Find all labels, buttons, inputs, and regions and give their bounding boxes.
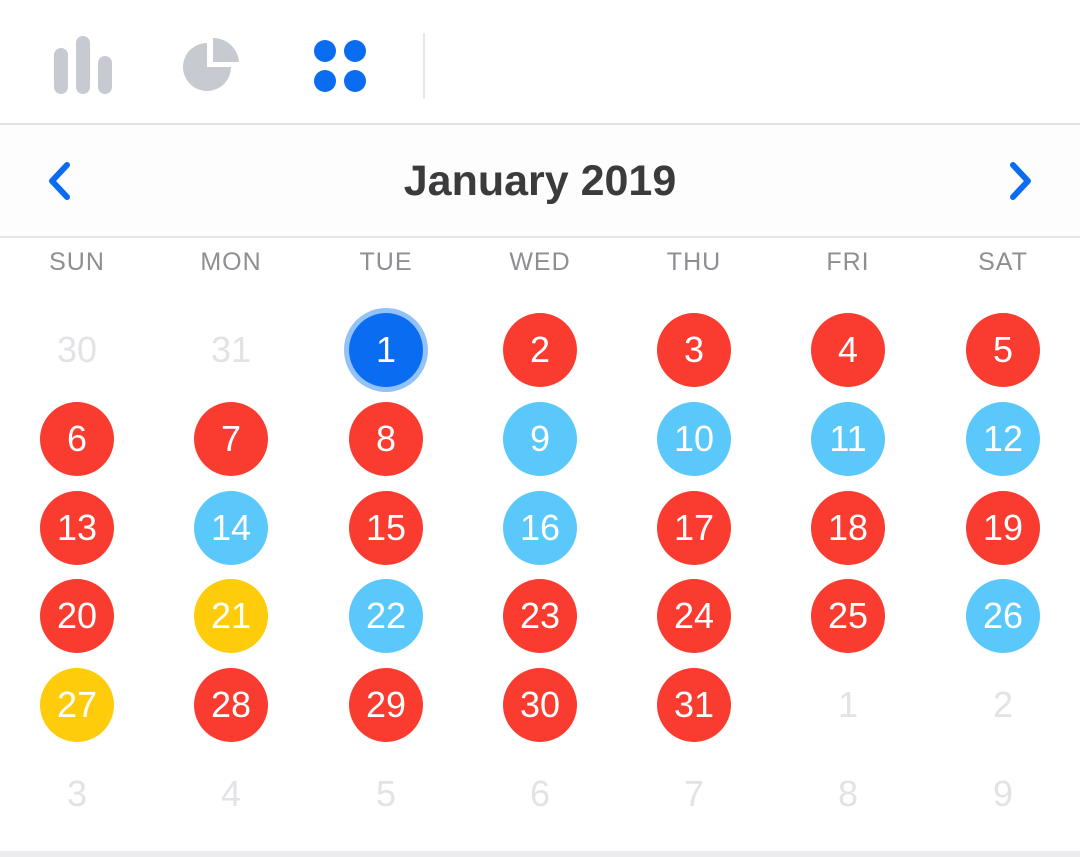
calendar-day[interactable]: 5 [375,773,397,814]
calendar-day[interactable]: 4 [811,313,885,387]
calendar-day[interactable]: 29 [349,668,423,742]
toolbar-separator [0,123,1080,125]
chevron-left-icon [49,162,70,200]
calendar-day[interactable]: 31 [657,668,731,742]
bar-chart-icon [54,36,112,94]
previous-month-button[interactable] [40,159,80,203]
view-toolbar [0,0,1080,123]
weekday-label: MON [200,248,262,276]
calendar-day[interactable]: 2 [992,684,1014,725]
month-header: January 2019 [0,125,1080,236]
weekday-label: THU [666,248,722,276]
calendar-day[interactable]: 7 [194,402,268,476]
bar-chart-view-button[interactable] [50,34,116,96]
calendar-day[interactable]: 21 [194,579,268,653]
calendar-day[interactable]: 19 [966,491,1040,565]
calendar-day[interactable]: 11 [811,402,885,476]
calendar-day[interactable]: 14 [194,491,268,565]
calendar-day[interactable]: 31 [210,329,252,370]
next-month-button[interactable] [1000,159,1040,203]
weekday-row: SUN MON TUE WED THU FRI SAT [0,244,1080,284]
calendar-day[interactable]: 9 [503,402,577,476]
grid-icon [314,40,366,92]
calendar-day[interactable]: 16 [503,491,577,565]
bottom-separator [0,851,1080,857]
calendar-day-selected[interactable]: 1 [349,313,423,387]
header-separator [0,236,1080,238]
weekday-label: TUE [359,248,413,276]
calendar-day[interactable]: 30 [503,668,577,742]
calendar-day[interactable]: 3 [657,313,731,387]
toolbar-divider [423,33,425,99]
calendar-day[interactable]: 4 [220,773,242,814]
calendar-day[interactable]: 15 [349,491,423,565]
calendar-day[interactable]: 23 [503,579,577,653]
calendar-day[interactable]: 3 [66,773,88,814]
calendar-day[interactable]: 26 [966,579,1040,653]
month-title: January 2019 [403,157,677,205]
calendar-day[interactable]: 7 [683,773,705,814]
calendar-day[interactable]: 10 [657,402,731,476]
weekday-label: SUN [49,248,105,276]
calendar-day[interactable]: 2 [503,313,577,387]
calendar-day[interactable]: 8 [349,402,423,476]
pie-chart-view-button[interactable] [180,36,242,98]
calendar-day[interactable]: 8 [837,773,859,814]
calendar-day[interactable]: 13 [40,491,114,565]
calendar-day[interactable]: 1 [837,684,859,725]
calendar-day[interactable]: 12 [966,402,1040,476]
grid-view-button[interactable] [312,38,368,94]
calendar-day[interactable]: 6 [529,773,551,814]
calendar-day[interactable]: 18 [811,491,885,565]
calendar-day[interactable]: 5 [966,313,1040,387]
chevron-right-icon [1010,162,1031,200]
calendar-day[interactable]: 24 [657,579,731,653]
weekday-label: FRI [826,248,870,276]
calendar-day[interactable]: 9 [992,773,1014,814]
weekday-label: WED [509,248,571,276]
pie-chart-icon [183,37,239,91]
calendar-day[interactable]: 17 [657,491,731,565]
calendar-day[interactable]: 6 [40,402,114,476]
calendar-day[interactable]: 28 [194,668,268,742]
calendar-day[interactable]: 30 [56,329,98,370]
calendar-day[interactable]: 27 [40,668,114,742]
calendar-day[interactable]: 22 [349,579,423,653]
calendar-day[interactable]: 25 [811,579,885,653]
calendar-day[interactable]: 20 [40,579,114,653]
weekday-label: SAT [978,248,1028,276]
